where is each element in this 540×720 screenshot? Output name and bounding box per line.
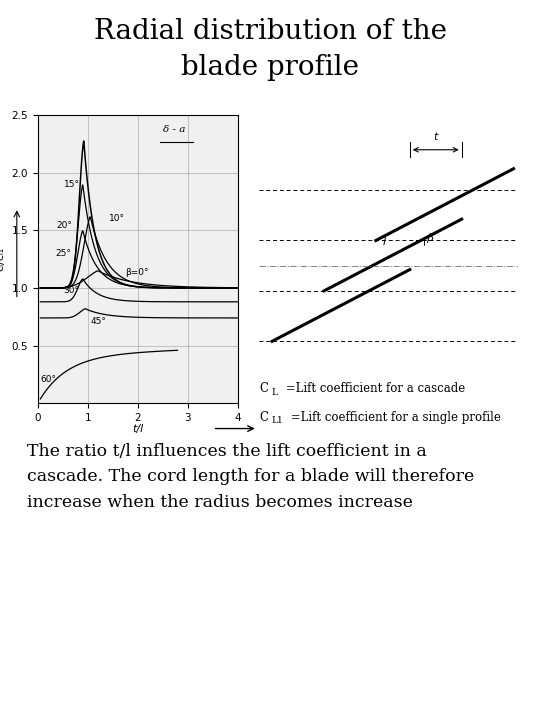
Text: 15°: 15° bbox=[64, 179, 80, 189]
Text: t: t bbox=[434, 132, 438, 143]
Text: 20°: 20° bbox=[57, 221, 73, 230]
Text: =Lift coefficient for a cascade: =Lift coefficient for a cascade bbox=[282, 382, 465, 395]
Text: Radial distribution of the: Radial distribution of the bbox=[93, 18, 447, 45]
Text: 10°: 10° bbox=[109, 214, 125, 223]
Text: The ratio t/l influences the lift coefficient in a
cascade. The cord length for : The ratio t/l influences the lift coeffi… bbox=[27, 443, 474, 510]
Text: 25°: 25° bbox=[55, 248, 71, 258]
Text: β=0°: β=0° bbox=[125, 269, 148, 277]
Y-axis label: cₗ/cₗ₁: cₗ/cₗ₁ bbox=[0, 247, 6, 271]
Text: δ - a: δ - a bbox=[163, 125, 185, 135]
X-axis label: t/l: t/l bbox=[132, 424, 143, 434]
Text: blade profile: blade profile bbox=[181, 54, 359, 81]
Text: 30°: 30° bbox=[64, 286, 80, 294]
Text: 45°: 45° bbox=[90, 317, 106, 325]
Text: l: l bbox=[382, 238, 386, 248]
Text: =Lift coefficient for a single profile: =Lift coefficient for a single profile bbox=[287, 411, 501, 424]
Text: 60°: 60° bbox=[41, 375, 57, 384]
Text: β: β bbox=[426, 233, 433, 243]
Text: C: C bbox=[259, 411, 268, 424]
Text: C: C bbox=[259, 382, 268, 395]
Text: L1: L1 bbox=[271, 416, 283, 426]
Text: L: L bbox=[271, 387, 277, 397]
